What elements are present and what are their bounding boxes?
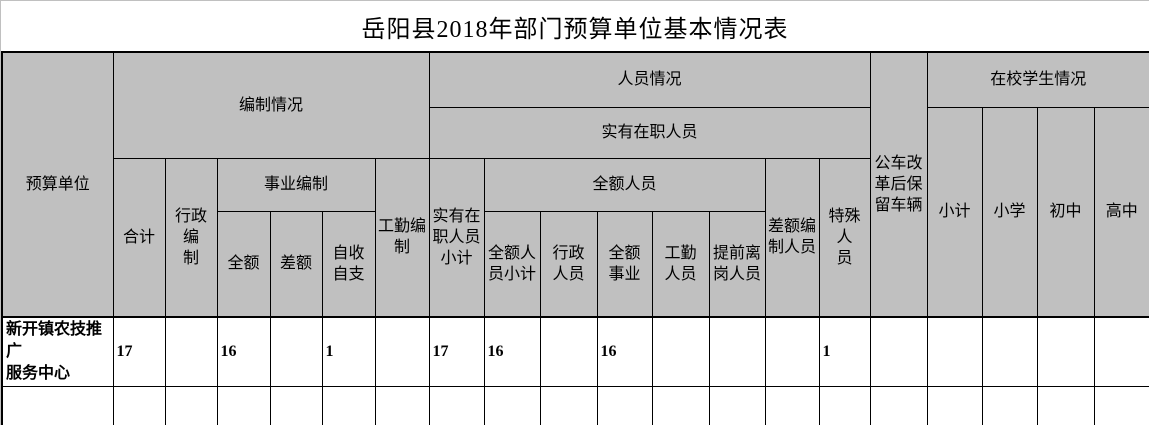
table-row xyxy=(1,386,1149,425)
cell-onduty-subtotal: 17 xyxy=(428,316,485,387)
cell-career-full xyxy=(216,386,271,425)
header-students-senior: 高中 xyxy=(1093,106,1149,318)
cell-unit-name xyxy=(1,386,114,425)
cell-diff-personnel xyxy=(764,316,820,387)
cell-students-junior xyxy=(1036,316,1095,387)
header-diff-personnel: 差额编 制人员 xyxy=(764,157,820,318)
header-vehicle-retained: 公车改 革后保 留车辆 xyxy=(869,51,928,318)
header-establishment: 编制情况 xyxy=(112,51,430,159)
cell-special-personnel: 1 xyxy=(818,316,871,387)
cell-full-early-leave xyxy=(708,386,766,425)
header-career-full: 全额 xyxy=(216,210,271,318)
header-full-career: 全额 事业 xyxy=(596,210,653,318)
cell-full-subtotal xyxy=(483,386,541,425)
cell-students-senior xyxy=(1093,386,1149,425)
header-students-primary: 小学 xyxy=(981,106,1038,318)
cell-establishment-worker xyxy=(374,316,430,387)
cell-full-admin xyxy=(539,316,598,387)
header-students-junior: 初中 xyxy=(1036,106,1095,318)
cell-establishment-total: 17 xyxy=(112,316,166,387)
cell-establishment-total xyxy=(112,386,166,425)
cell-full-admin xyxy=(539,386,598,425)
header-establishment-worker: 工勤编 制 xyxy=(374,157,430,318)
cell-career-full: 16 xyxy=(216,316,271,387)
header-career-establishment: 事业编制 xyxy=(216,157,376,212)
cell-onduty-subtotal xyxy=(428,386,485,425)
cell-career-self-support xyxy=(321,386,376,425)
header-budget-unit: 预算单位 xyxy=(1,51,114,318)
cell-full-subtotal: 16 xyxy=(483,316,541,387)
header-full-subtotal: 全额人 员小计 xyxy=(483,210,541,318)
header-onduty-subtotal: 实有在 职人员 小计 xyxy=(428,157,485,318)
cell-students-subtotal xyxy=(926,386,983,425)
cell-special-personnel xyxy=(818,386,871,425)
cell-students-subtotal xyxy=(926,316,983,387)
cell-career-self-support: 1 xyxy=(321,316,376,387)
cell-unit-name: 新开镇农技推广 服务中心 xyxy=(1,316,114,387)
header-students: 在校学生情况 xyxy=(926,51,1149,108)
cell-career-diff xyxy=(269,386,323,425)
cell-diff-personnel xyxy=(764,386,820,425)
table-row: 新开镇农技推广 服务中心 17 16 1 17 16 16 1 xyxy=(1,316,1149,387)
cell-students-primary xyxy=(981,316,1038,387)
cell-establishment-worker xyxy=(374,386,430,425)
page-title: 岳阳县2018年部门预算单位基本情况表 xyxy=(1,1,1149,51)
cell-full-career: 16 xyxy=(596,316,653,387)
cell-students-senior xyxy=(1093,316,1149,387)
header-full-personnel: 全额人员 xyxy=(483,157,766,212)
cell-full-early-leave xyxy=(708,316,766,387)
cell-vehicle xyxy=(869,316,928,387)
header-establishment-admin: 行政编 制 xyxy=(164,157,218,318)
header-career-diff: 差额 xyxy=(269,210,323,318)
header-students-subtotal: 小计 xyxy=(926,106,983,318)
cell-full-worker xyxy=(651,316,710,387)
header-personnel: 人员情况 xyxy=(428,51,871,108)
header-full-worker: 工勤 人员 xyxy=(651,210,710,318)
header-career-self-support: 自收 自支 xyxy=(321,210,376,318)
cell-establishment-admin xyxy=(164,386,218,425)
budget-table: 预算单位 编制情况 人员情况 公车改 革后保 留车辆 在校学生情况 实有在职人员… xyxy=(1,51,1149,425)
cell-full-career xyxy=(596,386,653,425)
cell-students-primary xyxy=(981,386,1038,425)
cell-students-junior xyxy=(1036,386,1095,425)
cell-establishment-admin xyxy=(164,316,218,387)
cell-career-diff xyxy=(269,316,323,387)
header-establishment-total: 合计 xyxy=(112,157,166,318)
header-full-early-leave: 提前离 岗人员 xyxy=(708,210,766,318)
cell-full-worker xyxy=(651,386,710,425)
cell-vehicle xyxy=(869,386,928,425)
header-special-personnel: 特殊人 员 xyxy=(818,157,871,318)
header-full-admin: 行政 人员 xyxy=(539,210,598,318)
header-onduty-personnel: 实有在职人员 xyxy=(428,106,871,159)
